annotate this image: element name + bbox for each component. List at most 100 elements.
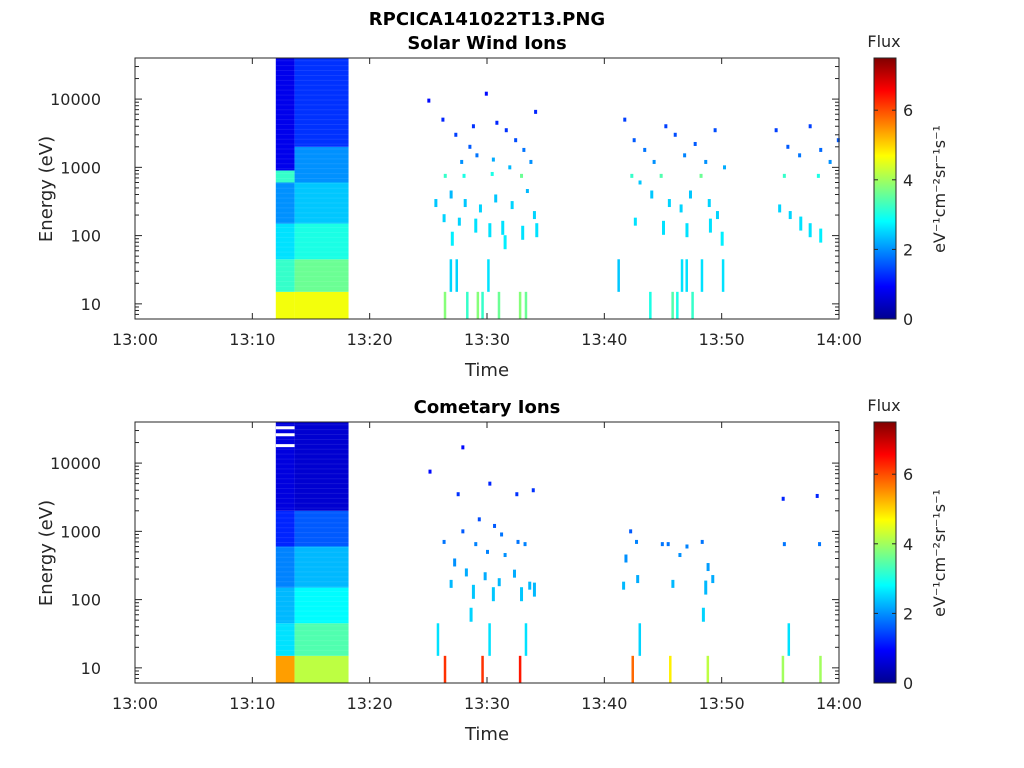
data-point <box>531 488 535 493</box>
colorbar-unit-cometary: eV⁻¹cm⁻²sr⁻¹s⁻¹ <box>930 489 949 617</box>
x-tick-label: 13:20 <box>347 694 393 713</box>
data-point <box>659 173 663 178</box>
colorbar-cometary: Flux 0 2 4 6 eV⁻¹cm⁻²sr⁻¹s⁻¹ <box>867 396 949 693</box>
spectrogram-band <box>275 655 295 683</box>
data-point <box>522 147 526 152</box>
data-point <box>713 128 717 133</box>
x-tick-label: 13:40 <box>581 330 627 349</box>
y-tick-label: 1000 <box>60 522 101 541</box>
data-point <box>468 144 472 149</box>
data-point <box>815 493 819 498</box>
spectrogram-band <box>275 546 295 588</box>
data-point <box>455 259 458 292</box>
data-point <box>464 568 468 577</box>
data-point <box>510 201 514 210</box>
data-point <box>503 235 507 250</box>
plot-frame-solar-wind <box>134 57 840 320</box>
data-point <box>723 165 727 170</box>
panel-solar-wind: Solar Wind Ions 13:00 13:10 13:20 13:30 13:4… <box>36 32 949 381</box>
y-tick-label: 10 <box>81 659 101 678</box>
spectrogram-band <box>275 623 295 656</box>
colorbar-unit-solar-wind: eV⁻¹cm⁻²sr⁻¹s⁻¹ <box>930 125 949 253</box>
data-point <box>652 159 656 164</box>
spectrogram-band <box>294 146 349 183</box>
data-point <box>808 223 812 238</box>
data-point <box>671 579 675 588</box>
data-point <box>529 159 533 164</box>
data-point <box>781 496 785 501</box>
data-point <box>629 529 633 534</box>
y-tick-label: 100 <box>70 591 101 610</box>
figure-title: RPCICA141022T13.PNG <box>369 9 605 30</box>
data-point <box>443 655 447 683</box>
data-point <box>532 582 536 597</box>
data-point <box>631 655 634 683</box>
data-point <box>679 204 683 213</box>
data-point <box>699 173 703 178</box>
data-point <box>463 199 467 208</box>
data-point <box>474 218 478 233</box>
data-point <box>649 291 652 319</box>
data-point <box>808 124 812 129</box>
data-point <box>495 120 499 125</box>
data-point <box>518 655 522 683</box>
data-point <box>818 542 822 547</box>
spectrogram-band <box>275 259 295 292</box>
ylabel-cometary: Energy (eV) <box>36 500 57 606</box>
data-point <box>638 180 642 185</box>
data-point <box>436 623 440 656</box>
spectrogram-band <box>294 291 349 319</box>
x-tick-label: 13:50 <box>699 330 745 349</box>
data-point <box>720 231 724 246</box>
data-point <box>449 190 453 199</box>
spectrogram-band <box>275 223 295 260</box>
spectrogram-band <box>294 259 349 292</box>
x-tick-label: 13:30 <box>464 330 510 349</box>
data-point <box>504 128 508 133</box>
data-point <box>450 231 454 246</box>
cometary-spectrogram <box>275 422 822 683</box>
data-point <box>715 211 719 220</box>
data-point <box>708 218 712 233</box>
data-point <box>523 542 527 547</box>
data-point <box>643 147 647 152</box>
data-point <box>688 190 692 199</box>
data-point <box>449 259 453 292</box>
data-point <box>481 291 484 319</box>
y-tick-label: 1000 <box>60 158 101 177</box>
data-point <box>638 623 642 656</box>
data-point <box>534 109 538 114</box>
data-point <box>461 529 465 534</box>
data-point <box>521 225 525 240</box>
data-point <box>474 542 478 547</box>
data-point <box>706 655 710 683</box>
colorbar-tick-label: 2 <box>903 240 913 259</box>
colorbar-label-cometary: Flux <box>867 396 900 415</box>
spectrogram-band <box>275 58 295 171</box>
y-tick-label: 10000 <box>50 454 101 473</box>
data-point <box>454 132 458 137</box>
data-point <box>516 539 520 544</box>
data-point <box>461 445 465 450</box>
data-point <box>535 223 539 238</box>
x-tick-label: 13:10 <box>229 694 275 713</box>
x-tick-label: 13:50 <box>699 694 745 713</box>
data-point <box>476 291 480 319</box>
x-tick-label: 13:00 <box>112 330 158 349</box>
data-point <box>497 578 501 587</box>
data-point <box>706 563 710 572</box>
data-point <box>781 655 785 683</box>
data-point <box>469 607 473 622</box>
xlabel-solar-wind: Time <box>464 360 509 381</box>
panel-title-cometary: Cometary Ions <box>414 397 561 418</box>
y-tick-label: 100 <box>70 227 101 246</box>
x-tick-label: 14:00 <box>816 330 862 349</box>
data-point <box>786 144 790 149</box>
colorbar-ticks-cometary: 0 2 4 6 <box>874 465 913 693</box>
spectrogram-band <box>275 510 295 547</box>
data-point <box>664 124 668 129</box>
data-point <box>503 553 507 558</box>
data-point <box>532 211 536 220</box>
data-point <box>443 173 447 178</box>
data-point <box>494 194 498 203</box>
